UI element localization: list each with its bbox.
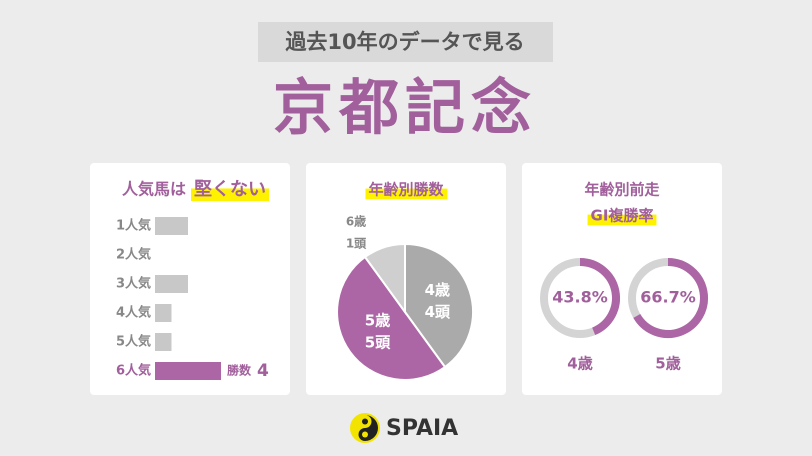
panel-title: 年齢別前走 bbox=[584, 181, 659, 199]
bar bbox=[155, 304, 172, 322]
category-label: 5人気 bbox=[116, 334, 151, 350]
category-label: 3人気 bbox=[116, 276, 151, 292]
slice-category: 6歳 bbox=[346, 214, 366, 229]
slice-value: 1頭 bbox=[346, 237, 367, 251]
bar bbox=[155, 333, 172, 351]
donut-arc bbox=[579, 258, 620, 336]
value-prefix: 勝数 bbox=[227, 363, 252, 378]
category-label: 2人気 bbox=[116, 247, 151, 263]
bar bbox=[155, 362, 221, 380]
panel-title: 年齢別勝数 bbox=[368, 181, 444, 199]
donut-arc bbox=[633, 258, 708, 338]
slice-category: 4歳 bbox=[425, 281, 450, 299]
panel bbox=[90, 163, 290, 395]
title: 京都記念 bbox=[273, 74, 537, 144]
title-highlight bbox=[587, 214, 657, 226]
category-label: 4人気 bbox=[116, 305, 151, 321]
category-label: 5歳 bbox=[655, 355, 680, 373]
title-highlight bbox=[365, 188, 448, 200]
category-label: 1人気 bbox=[116, 218, 151, 234]
logo bbox=[350, 413, 380, 443]
category-label: 4歳 bbox=[567, 355, 592, 373]
slice-value: 4頭 bbox=[425, 303, 451, 321]
pie-slice bbox=[404, 242, 474, 369]
category-label: 6人気 bbox=[116, 363, 151, 379]
logo-text: SPAIA bbox=[386, 416, 458, 441]
title-highlight bbox=[191, 188, 270, 202]
value-label: 4 bbox=[257, 361, 269, 381]
slice-value: 5頭 bbox=[365, 333, 391, 351]
panel-title: 人気馬は bbox=[122, 180, 186, 199]
bar bbox=[155, 217, 188, 235]
value-label: 43.8% bbox=[552, 288, 608, 307]
pie-slice bbox=[336, 255, 447, 381]
bar bbox=[155, 275, 188, 293]
subtitle: 過去10年のデータで見る bbox=[285, 30, 524, 54]
panel-title-highlight: 堅くない bbox=[194, 179, 266, 200]
pie-slice bbox=[363, 242, 406, 316]
value-label: 66.7% bbox=[640, 288, 696, 307]
subtitle-box bbox=[258, 22, 553, 62]
panel-title-highlight: GⅠ複勝率 bbox=[591, 207, 654, 225]
slice-category: 5歳 bbox=[365, 311, 390, 329]
